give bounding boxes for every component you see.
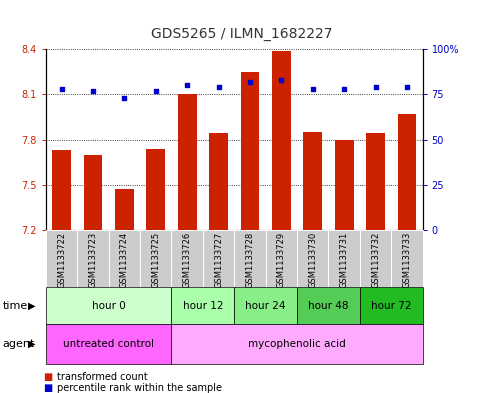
Bar [234,287,297,324]
Bar [266,230,297,287]
Bar [398,114,416,230]
Text: agent: agent [2,339,35,349]
Point [184,82,191,88]
Text: time: time [2,301,28,310]
Bar [366,134,385,230]
Point [277,77,285,83]
Bar [109,230,140,287]
Text: GSM1133726: GSM1133726 [183,232,192,288]
Text: GSM1133725: GSM1133725 [151,232,160,288]
Bar [171,324,423,364]
Bar [171,287,234,324]
Bar [241,72,259,230]
Point [152,88,159,94]
Point [121,95,128,101]
Bar [297,230,328,287]
Text: GSM1133730: GSM1133730 [308,232,317,288]
Bar [360,287,423,324]
Text: GSM1133731: GSM1133731 [340,232,349,288]
Text: percentile rank within the sample: percentile rank within the sample [57,383,222,393]
Bar [171,230,203,287]
Text: GSM1133727: GSM1133727 [214,232,223,288]
Bar [234,230,266,287]
Text: untreated control: untreated control [63,339,154,349]
Text: GSM1133722: GSM1133722 [57,232,66,288]
Point [89,88,97,94]
Point [340,86,348,92]
Text: ■: ■ [43,372,53,382]
Bar [146,149,165,230]
Bar [303,132,322,230]
Bar [46,287,171,324]
Bar [297,287,360,324]
Bar [77,230,109,287]
Bar [335,140,354,230]
Bar [140,230,171,287]
Point [215,84,223,90]
Bar [360,230,391,287]
Bar [46,230,77,287]
Text: hour 24: hour 24 [245,301,286,310]
Text: GSM1133733: GSM1133733 [402,232,412,288]
Bar [209,134,228,230]
Text: hour 12: hour 12 [183,301,223,310]
Text: hour 48: hour 48 [308,301,349,310]
Point [403,84,411,90]
Text: ▶: ▶ [28,339,36,349]
Point [246,79,254,85]
Text: GSM1133729: GSM1133729 [277,232,286,288]
Point [309,86,317,92]
Point [372,84,380,90]
Bar [84,154,102,230]
Text: GSM1133724: GSM1133724 [120,232,129,288]
Text: transformed count: transformed count [57,372,148,382]
Text: hour 72: hour 72 [371,301,412,310]
Bar [272,51,291,230]
Bar [203,230,234,287]
Text: GDS5265 / ILMN_1682227: GDS5265 / ILMN_1682227 [151,27,332,41]
Bar [391,230,423,287]
Text: GSM1133723: GSM1133723 [88,232,98,288]
Bar [46,324,171,364]
Text: GSM1133732: GSM1133732 [371,232,380,288]
Bar [115,189,134,230]
Bar [178,94,197,230]
Bar [328,230,360,287]
Text: ▶: ▶ [28,301,36,310]
Point [58,86,66,92]
Text: hour 0: hour 0 [92,301,126,310]
Text: mycophenolic acid: mycophenolic acid [248,339,346,349]
Text: ■: ■ [43,383,53,393]
Bar [52,150,71,230]
Text: GSM1133728: GSM1133728 [245,232,255,288]
